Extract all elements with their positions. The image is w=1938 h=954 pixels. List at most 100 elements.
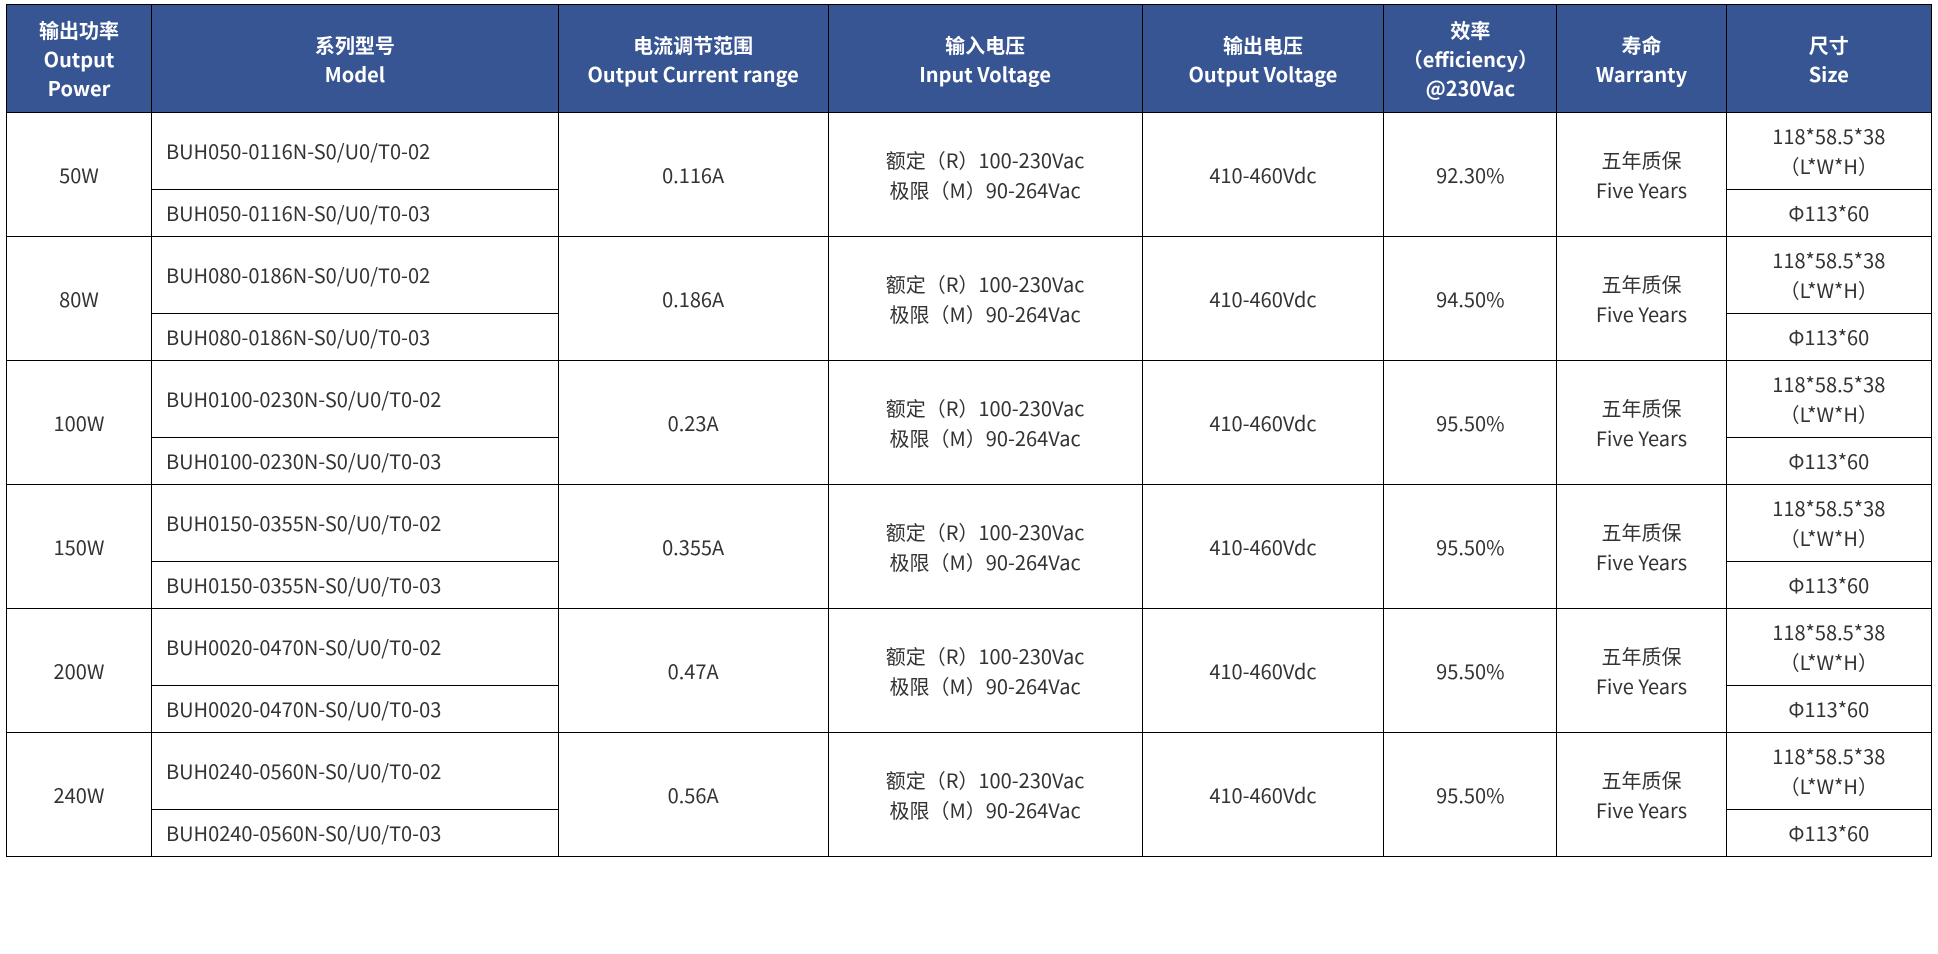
- col-header-label: Output Voltage: [1149, 59, 1378, 88]
- cell-current: 0.355A: [558, 485, 828, 609]
- cell-warranty: 五年质保Five Years: [1557, 609, 1726, 733]
- col-header-label: 输入电压: [835, 30, 1136, 59]
- vin-rated: 额定（R）100-230Vac: [839, 517, 1132, 547]
- cell-model: BUH0150-0355N-S0/U0/T0-03: [151, 562, 558, 609]
- cell-vin: 额定（R）100-230Vac极限（M）90-264Vac: [828, 485, 1142, 609]
- size-dims: 118*58.5*38: [1737, 493, 1921, 523]
- warranty-zh: 五年质保: [1567, 517, 1715, 547]
- cell-model: BUH0150-0355N-S0/U0/T0-02: [151, 485, 558, 562]
- eff-value: 92.30%: [1394, 160, 1546, 190]
- cell-model: BUH0020-0470N-S0/U0/T0-03: [151, 686, 558, 733]
- cell-model: BUH0240-0560N-S0/U0/T0-03: [151, 810, 558, 857]
- vin-rated: 额定（R）100-230Vac: [839, 393, 1132, 423]
- col-header-label: 效率: [1390, 15, 1550, 44]
- cell-warranty: 五年质保Five Years: [1557, 237, 1726, 361]
- model-number: BUH0100-0230N-S0/U0/T0-02: [166, 384, 548, 414]
- size-note: （L*W*H）: [1737, 151, 1921, 181]
- cell-power: 150W: [7, 485, 152, 609]
- col-header-label: Model: [158, 59, 552, 88]
- cell-model: BUH080-0186N-S0/U0/T0-02: [151, 237, 558, 314]
- cell-warranty: 五年质保Five Years: [1557, 113, 1726, 237]
- size-note: （L*W*H）: [1737, 647, 1921, 677]
- vin-max: 极限（M）90-264Vac: [839, 671, 1132, 701]
- size-dims: 118*58.5*38: [1737, 617, 1921, 647]
- cell-vin: 额定（R）100-230Vac极限（M）90-264Vac: [828, 609, 1142, 733]
- current-value: 0.56A: [569, 780, 818, 810]
- size-dims: 118*58.5*38: [1737, 369, 1921, 399]
- size-dims: Φ113*60: [1737, 818, 1921, 848]
- cell-vout: 410-460Vdc: [1142, 733, 1384, 857]
- vin-rated: 额定（R）100-230Vac: [839, 269, 1132, 299]
- cell-model: BUH0020-0470N-S0/U0/T0-02: [151, 609, 558, 686]
- warranty-zh: 五年质保: [1567, 641, 1715, 671]
- size-dims: Φ113*60: [1737, 446, 1921, 476]
- size-dims: Φ113*60: [1737, 694, 1921, 724]
- cell-size: 118*58.5*38（L*W*H）: [1726, 361, 1931, 438]
- eff-value: 94.50%: [1394, 284, 1546, 314]
- cell-current: 0.23A: [558, 361, 828, 485]
- power-value: 80W: [17, 284, 141, 314]
- cell-current: 0.186A: [558, 237, 828, 361]
- cell-vin: 额定（R）100-230Vac极限（M）90-264Vac: [828, 113, 1142, 237]
- cell-eff: 94.50%: [1384, 237, 1557, 361]
- cell-power: 100W: [7, 361, 152, 485]
- size-note: （L*W*H）: [1737, 771, 1921, 801]
- cell-size: 118*58.5*38（L*W*H）: [1726, 237, 1931, 314]
- vin-max: 极限（M）90-264Vac: [839, 795, 1132, 825]
- table-row: 200WBUH0020-0470N-S0/U0/T0-020.47A额定（R）1…: [7, 609, 1932, 686]
- vin-rated: 额定（R）100-230Vac: [839, 765, 1132, 795]
- table-body: 50WBUH050-0116N-S0/U0/T0-020.116A额定（R）10…: [7, 113, 1932, 857]
- col-header-label: Warranty: [1563, 59, 1719, 88]
- cell-power: 80W: [7, 237, 152, 361]
- col-header-power: 输出功率 Output Power: [7, 5, 152, 113]
- col-header-label: 尺寸: [1733, 30, 1925, 59]
- cell-warranty: 五年质保Five Years: [1557, 361, 1726, 485]
- col-header-label: Input Voltage: [835, 59, 1136, 88]
- eff-value: 95.50%: [1394, 656, 1546, 686]
- cell-warranty: 五年质保Five Years: [1557, 485, 1726, 609]
- cell-vout: 410-460Vdc: [1142, 609, 1384, 733]
- cell-size: 118*58.5*38（L*W*H）: [1726, 113, 1931, 190]
- cell-warranty: 五年质保Five Years: [1557, 733, 1726, 857]
- cell-model: BUH0100-0230N-S0/U0/T0-03: [151, 438, 558, 485]
- model-number: BUH0240-0560N-S0/U0/T0-03: [166, 818, 548, 848]
- cell-size: Φ113*60: [1726, 686, 1931, 733]
- model-number: BUH0020-0470N-S0/U0/T0-02: [166, 632, 548, 662]
- cell-current: 0.116A: [558, 113, 828, 237]
- warranty-zh: 五年质保: [1567, 393, 1715, 423]
- size-note: （L*W*H）: [1737, 523, 1921, 553]
- vout-value: 410-460Vdc: [1153, 160, 1374, 190]
- eff-value: 95.50%: [1394, 780, 1546, 810]
- cell-current: 0.47A: [558, 609, 828, 733]
- size-dims: Φ113*60: [1737, 570, 1921, 600]
- cell-size: Φ113*60: [1726, 314, 1931, 361]
- warranty-en: Five Years: [1567, 423, 1715, 453]
- cell-size: 118*58.5*38（L*W*H）: [1726, 733, 1931, 810]
- col-header-label: 输出功率: [13, 15, 145, 44]
- warranty-en: Five Years: [1567, 795, 1715, 825]
- col-header-eff: 效率 （efficiency）@230Vac: [1384, 5, 1557, 113]
- eff-value: 95.50%: [1394, 532, 1546, 562]
- cell-model: BUH0100-0230N-S0/U0/T0-02: [151, 361, 558, 438]
- power-value: 240W: [17, 780, 141, 810]
- model-number: BUH0240-0560N-S0/U0/T0-02: [166, 756, 548, 786]
- col-header-warranty: 寿命 Warranty: [1557, 5, 1726, 113]
- table-header: 输出功率 Output Power 系列型号 Model 电流调节范围 Outp…: [7, 5, 1932, 113]
- model-number: BUH080-0186N-S0/U0/T0-02: [166, 260, 548, 290]
- cell-model: BUH080-0186N-S0/U0/T0-03: [151, 314, 558, 361]
- cell-eff: 92.30%: [1384, 113, 1557, 237]
- cell-size: 118*58.5*38（L*W*H）: [1726, 485, 1931, 562]
- vout-value: 410-460Vdc: [1153, 532, 1374, 562]
- cell-size: 118*58.5*38（L*W*H）: [1726, 609, 1931, 686]
- model-number: BUH0020-0470N-S0/U0/T0-03: [166, 694, 548, 724]
- cell-size: Φ113*60: [1726, 438, 1931, 485]
- vin-max: 极限（M）90-264Vac: [839, 175, 1132, 205]
- vout-value: 410-460Vdc: [1153, 780, 1374, 810]
- col-header-label: 输出电压: [1149, 30, 1378, 59]
- size-note: （L*W*H）: [1737, 275, 1921, 305]
- col-header-size: 尺寸 Size: [1726, 5, 1931, 113]
- spec-table: 输出功率 Output Power 系列型号 Model 电流调节范围 Outp…: [6, 4, 1932, 857]
- warranty-zh: 五年质保: [1567, 269, 1715, 299]
- size-dims: Φ113*60: [1737, 322, 1921, 352]
- size-dims: Φ113*60: [1737, 198, 1921, 228]
